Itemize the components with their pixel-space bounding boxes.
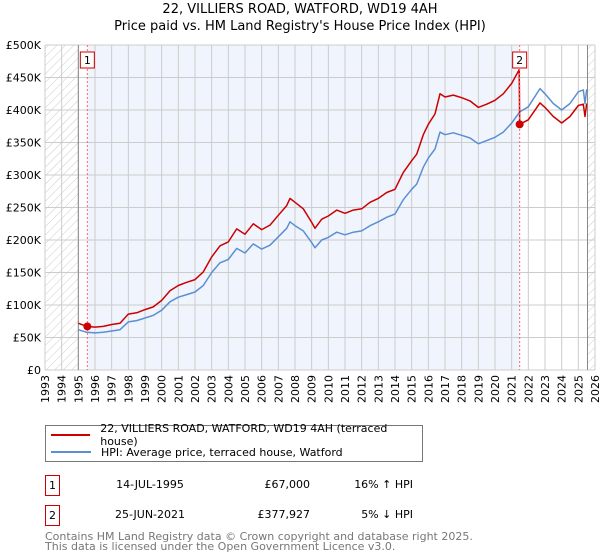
x-tick-label: 2009 [306, 375, 319, 403]
transaction-badge: 1 [45, 475, 60, 496]
x-tick-label: 2007 [272, 375, 285, 403]
x-tick-label: 2000 [156, 375, 169, 403]
x-tick-label: 2012 [356, 375, 369, 403]
x-tick-label: 2001 [172, 375, 185, 403]
transaction-hpi-diff: 16% ↑ HPI [354, 478, 413, 491]
x-tick-label: 1999 [139, 375, 152, 403]
property-price-line [78, 68, 588, 328]
x-tick-label: 2013 [372, 375, 385, 403]
x-tick-label: 2008 [289, 375, 302, 403]
transaction-date: 14-JUL-1995 [116, 478, 184, 491]
x-tick-label: 2017 [439, 375, 452, 403]
sale-point [83, 322, 92, 331]
legend-swatch-hpi [51, 451, 91, 453]
x-tick-label: 1994 [56, 375, 69, 403]
y-tick-label: £0 [27, 364, 41, 377]
legend: 22, VILLIERS ROAD, WATFORD, WD19 4AH (te… [45, 422, 423, 462]
sale-badge-label: 2 [516, 54, 523, 67]
x-tick-label: 2010 [322, 375, 335, 403]
x-tick-label: 2023 [539, 375, 552, 403]
transaction-price: £377,927 [257, 508, 311, 521]
x-tick-label: 2002 [189, 375, 202, 403]
price-chart: 1 2 1993 1994 1995 1996 1997 1998 1999 2000 2001 20… [6, 39, 600, 403]
y-tick-label: £300K [6, 169, 42, 182]
x-tick-label: 2019 [472, 375, 485, 403]
x-tick-label: 2004 [222, 375, 235, 403]
x-tick-label: 2015 [406, 375, 419, 403]
legend-label-property: 22, VILLIERS ROAD, WATFORD, WD19 4AH (te… [100, 422, 388, 448]
legend-item-property: 22, VILLIERS ROAD, WATFORD, WD19 4AH (te… [51, 422, 422, 448]
x-tick-label: 2021 [506, 375, 519, 403]
sale-badge-label: 1 [84, 54, 91, 67]
y-tick-label: £150K [6, 267, 42, 280]
x-tick-label: 2024 [556, 375, 569, 403]
legend-item-hpi: HPI: Average price, terraced house, Watf… [51, 444, 343, 460]
x-tick-label: 2020 [489, 375, 502, 403]
x-tick-label: 2026 [589, 375, 600, 403]
y-tick-label: £50K [13, 332, 42, 345]
legend-label-hpi: HPI: Average price, terraced house, Watf… [101, 445, 343, 459]
x-tick-label: 1995 [72, 375, 85, 403]
transaction-badge: 2 [45, 505, 60, 526]
transaction-date: 25-JUN-2021 [114, 508, 186, 521]
x-tick-label: 2006 [256, 375, 269, 403]
legend-swatch-property [51, 434, 91, 436]
x-tick-label: 2003 [206, 375, 219, 403]
x-tick-label: 2005 [239, 375, 252, 403]
y-tick-label: £200K [6, 234, 42, 247]
x-tick-label: 2025 [572, 375, 585, 403]
x-tick-label: 1998 [122, 375, 135, 403]
y-tick-label: £400K [6, 104, 42, 117]
transaction-hpi-diff: 5% ↓ HPI [361, 508, 413, 521]
x-tick-label: 2014 [389, 375, 402, 403]
y-tick-label: £450K [6, 72, 42, 85]
x-tick-label: 1993 [39, 375, 52, 403]
hpi-line [78, 87, 588, 334]
sale-badge [512, 51, 528, 69]
y-tick-label: £250K [6, 202, 42, 215]
x-tick-label: 2022 [522, 375, 535, 403]
x-tick-label: 1997 [106, 375, 119, 403]
chart-title: 22, VILLIERS ROAD, WATFORD, WD19 4AH [162, 2, 438, 17]
transaction-row: 1 14-JUL-1995 £67,000 16% ↑ HPI [45, 475, 445, 496]
transaction-price: £67,000 [264, 478, 311, 491]
x-tick-label: 2011 [339, 375, 352, 403]
footer-copyright: Contains HM Land Registry data © Crown c… [45, 530, 473, 543]
sale-point [515, 120, 524, 129]
y-tick-label: £350K [6, 137, 42, 150]
footer-licence: This data is licensed under the Open Gov… [45, 540, 396, 553]
transaction-row: 2 25-JUN-2021 £377,927 5% ↓ HPI [45, 505, 445, 526]
x-tick-label: 2016 [422, 375, 435, 403]
y-tick-label: £500K [6, 39, 42, 52]
x-tick-label: 1996 [89, 375, 102, 403]
sale-badge [79, 51, 95, 69]
chart-subtitle: Price paid vs. HM Land Registry's House … [114, 19, 486, 34]
y-tick-label: £100K [6, 299, 42, 312]
x-tick-label: 2018 [456, 375, 469, 403]
